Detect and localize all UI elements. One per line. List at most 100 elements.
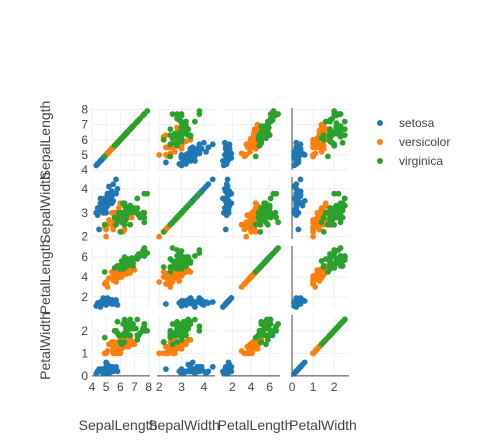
point-virginica[interactable]: [327, 263, 333, 269]
point-virginica[interactable]: [127, 202, 134, 209]
point-virginica[interactable]: [318, 135, 325, 142]
point-virginica[interactable]: [178, 321, 185, 327]
point-versicolor[interactable]: [316, 141, 323, 148]
point-setosa[interactable]: [295, 209, 302, 216]
point-setosa[interactable]: [194, 147, 201, 154]
point-setosa[interactable]: [104, 363, 111, 370]
point-versicolor[interactable]: [113, 273, 119, 279]
point-virginica[interactable]: [127, 221, 134, 228]
point-virginica[interactable]: [115, 138, 122, 145]
point-virginica[interactable]: [273, 214, 280, 221]
point-setosa[interactable]: [106, 183, 112, 190]
point-virginica[interactable]: [341, 118, 348, 125]
point-virginica[interactable]: [160, 228, 167, 235]
point-virginica[interactable]: [127, 321, 134, 327]
point-setosa[interactable]: [163, 366, 169, 373]
point-virginica[interactable]: [174, 111, 180, 117]
point-setosa[interactable]: [97, 158, 104, 164]
point-virginica[interactable]: [331, 209, 338, 216]
point-virginica[interactable]: [337, 111, 344, 117]
point-virginica[interactable]: [196, 323, 203, 330]
point-virginica[interactable]: [141, 321, 148, 327]
point-setosa[interactable]: [224, 193, 231, 199]
point-virginica[interactable]: [141, 219, 148, 226]
point-setosa[interactable]: [185, 368, 192, 375]
point-setosa[interactable]: [97, 368, 104, 375]
point-versicolor[interactable]: [316, 226, 323, 233]
point-setosa[interactable]: [293, 151, 300, 158]
point-virginica[interactable]: [171, 263, 178, 269]
point-virginica[interactable]: [331, 108, 338, 114]
point-virginica[interactable]: [167, 330, 174, 336]
point-versicolor[interactable]: [187, 336, 194, 343]
point-setosa[interactable]: [224, 147, 231, 154]
point-virginica[interactable]: [322, 118, 329, 125]
point-setosa[interactable]: [223, 151, 230, 158]
point-virginica[interactable]: [329, 217, 336, 223]
point-virginica[interactable]: [174, 258, 180, 264]
point-setosa[interactable]: [178, 161, 185, 167]
point-setosa[interactable]: [189, 144, 196, 151]
point-setosa[interactable]: [194, 299, 201, 305]
point-virginica[interactable]: [160, 136, 167, 143]
point-virginica[interactable]: [337, 205, 344, 211]
point-setosa[interactable]: [185, 151, 192, 158]
point-virginica[interactable]: [185, 325, 192, 332]
point-setosa[interactable]: [97, 195, 104, 202]
point-virginica[interactable]: [192, 195, 198, 202]
point-virginica[interactable]: [183, 321, 189, 327]
point-versicolor[interactable]: [128, 214, 135, 221]
point-setosa[interactable]: [196, 141, 203, 148]
point-virginica[interactable]: [169, 245, 176, 251]
point-virginica[interactable]: [270, 190, 277, 197]
point-versicolor[interactable]: [156, 350, 163, 357]
point-virginica[interactable]: [263, 214, 269, 221]
point-virginica[interactable]: [192, 253, 198, 259]
point-virginica[interactable]: [101, 221, 108, 228]
point-virginica[interactable]: [196, 327, 203, 334]
point-setosa[interactable]: [293, 300, 300, 306]
point-versicolor[interactable]: [110, 350, 117, 357]
point-virginica[interactable]: [335, 214, 342, 221]
point-virginica[interactable]: [265, 321, 272, 327]
point-virginica[interactable]: [141, 209, 148, 216]
point-virginica[interactable]: [187, 200, 194, 207]
point-setosa[interactable]: [110, 197, 117, 204]
point-virginica[interactable]: [337, 126, 344, 133]
point-setosa[interactable]: [108, 188, 115, 195]
point-virginica[interactable]: [339, 214, 346, 221]
point-versicolor[interactable]: [163, 281, 169, 287]
point-setosa[interactable]: [194, 368, 201, 375]
point-setosa[interactable]: [295, 197, 302, 204]
point-virginica[interactable]: [267, 209, 274, 216]
point-virginica[interactable]: [333, 202, 340, 209]
point-setosa[interactable]: [96, 226, 102, 233]
point-virginica[interactable]: [318, 341, 325, 348]
point-virginica[interactable]: [167, 221, 174, 228]
point-virginica[interactable]: [178, 138, 185, 145]
point-versicolor[interactable]: [312, 150, 319, 157]
point-setosa[interactable]: [97, 205, 104, 211]
point-versicolor[interactable]: [120, 271, 127, 277]
point-virginica[interactable]: [178, 129, 185, 136]
point-virginica[interactable]: [337, 245, 344, 251]
point-virginica[interactable]: [267, 115, 274, 122]
point-virginica[interactable]: [252, 221, 259, 228]
point-virginica[interactable]: [169, 341, 176, 348]
point-virginica[interactable]: [341, 316, 348, 323]
point-virginica[interactable]: [120, 260, 127, 266]
point-virginica[interactable]: [341, 202, 348, 209]
point-virginica[interactable]: [187, 133, 194, 140]
point-versicolor[interactable]: [167, 284, 174, 290]
point-virginica[interactable]: [115, 332, 122, 339]
point-setosa[interactable]: [223, 202, 230, 209]
point-setosa[interactable]: [205, 368, 212, 375]
point-setosa[interactable]: [103, 197, 110, 204]
point-virginica[interactable]: [267, 111, 274, 117]
point-virginica[interactable]: [178, 327, 185, 334]
point-virginica[interactable]: [341, 126, 348, 133]
point-versicolor[interactable]: [312, 284, 319, 290]
point-virginica[interactable]: [137, 214, 144, 221]
point-virginica[interactable]: [144, 190, 151, 197]
point-virginica[interactable]: [258, 263, 265, 269]
